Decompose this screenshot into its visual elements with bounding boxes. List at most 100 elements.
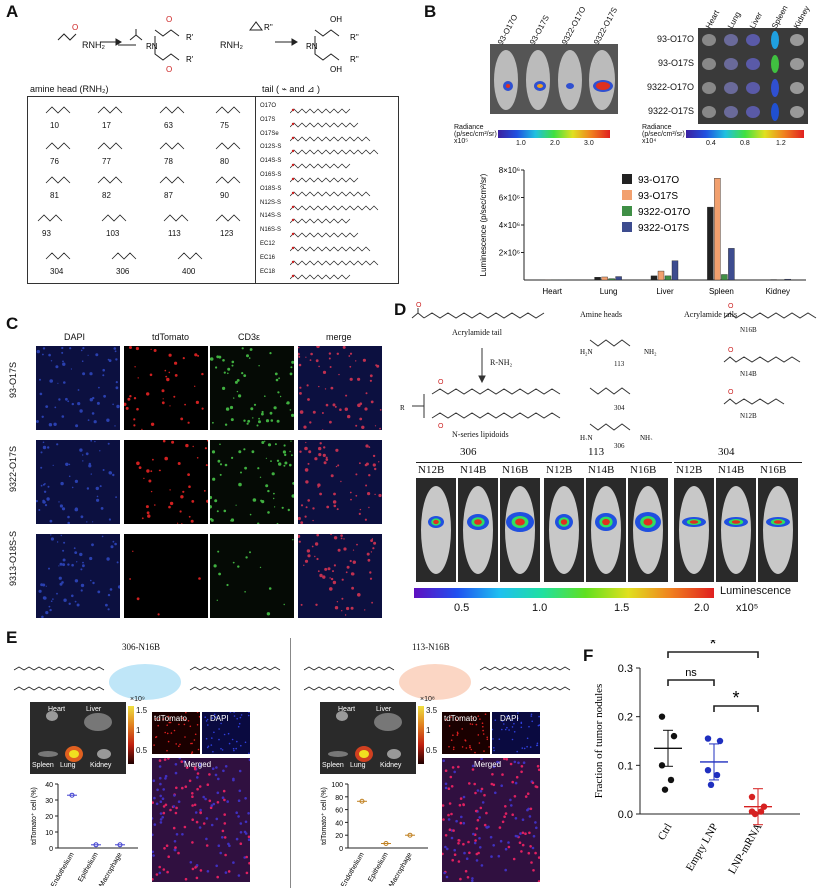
amine-id-82: 82 xyxy=(102,191,111,200)
radiance-unit-2: (p/sec/cm²/sr) xyxy=(642,131,685,138)
organ-row-9322-o17o: 9322-O17O xyxy=(646,82,694,92)
legend-label: 93-O17S xyxy=(638,191,678,202)
group-underline-304 xyxy=(674,462,802,463)
lipid-title-right: 113-N16B xyxy=(412,642,450,652)
group-underline-113 xyxy=(544,462,672,463)
panel-a: O O O R' R' OH OH R'' R'' R'' RN RN RNH₂… xyxy=(0,0,410,300)
micrograph-col-0: DAPI xyxy=(64,332,86,342)
svg-text:O: O xyxy=(728,303,734,310)
mouse-image-304-n14b xyxy=(716,478,756,582)
organ-2-1 xyxy=(724,82,738,94)
mouse-label-93-o17o: 93-O17O xyxy=(496,12,520,47)
amine-id-76: 76 xyxy=(50,157,59,166)
panel-label-e: E xyxy=(6,628,18,647)
tail-structure-ec18 xyxy=(289,269,394,280)
legend-label: 93-O17O xyxy=(638,175,679,186)
mouse-tail-label: N16B xyxy=(502,464,529,476)
tail-structure-o14s-s xyxy=(289,158,394,169)
y-tick-label: 0.1 xyxy=(618,760,633,772)
svg-text:R'': R'' xyxy=(264,23,273,32)
organ-image-right xyxy=(320,702,416,774)
mouse-image-113-n14b xyxy=(586,478,626,582)
panel-b: Radiance (p/sec/cm²/sr) x10⁵ 1.0 2.0 3.0 R… xyxy=(424,0,818,300)
organ-image-grid xyxy=(698,28,808,124)
organ-label-kidney: Kidney xyxy=(90,762,112,769)
tail-id-n16s-s: N16S-S xyxy=(260,227,282,234)
tail-structure-o17se xyxy=(289,131,394,142)
svg-text:R'': R'' xyxy=(350,33,359,42)
micrograph-col-1: tdTomato xyxy=(152,332,190,342)
bar-lung-93-o17o xyxy=(594,277,601,281)
dapi-image-left xyxy=(202,711,250,755)
data-point xyxy=(93,842,99,848)
tail-id-o17o: O17O xyxy=(260,103,277,109)
data-point xyxy=(69,792,75,798)
bar-liver-93-o17o xyxy=(650,275,658,281)
data-point-empty-lnp xyxy=(704,767,712,774)
cbar-top: 3.5 xyxy=(426,706,438,715)
tail-id-n14b: N14B xyxy=(740,370,757,378)
y-tick-label: 10 xyxy=(45,830,53,837)
tail-structure-ec12 xyxy=(289,241,394,252)
mouse-tail-label: N14B xyxy=(460,464,487,476)
svg-text:OH: OH xyxy=(330,15,342,24)
amine-id-87: 87 xyxy=(164,191,173,200)
y-tick-label: 0 xyxy=(49,846,53,853)
organ-col-kidney: Kidney xyxy=(792,4,812,31)
data-point-empty-lnp xyxy=(713,771,721,779)
data-point-ctrl xyxy=(661,786,669,793)
organ-3-4 xyxy=(790,106,804,118)
svg-text:RN: RN xyxy=(146,42,158,51)
organ-2-4 xyxy=(790,82,804,94)
amine-id-113: 113 xyxy=(168,229,181,238)
svg-text:NH₂: NH₂ xyxy=(644,348,657,356)
y-tick-label: 0.0 xyxy=(618,809,633,821)
y-tick-label: 20 xyxy=(335,833,343,840)
svg-text:R': R' xyxy=(186,55,194,64)
x-tick-label: Kidney xyxy=(766,287,790,296)
amine-head-title: amine head (RNH₂) xyxy=(30,84,109,94)
x-tick-label: LNP-mRNA xyxy=(726,821,765,876)
svg-text:O: O xyxy=(728,389,734,396)
legend-swatch xyxy=(622,190,632,200)
tail-id-ec12: EC12 xyxy=(260,241,276,247)
organ-0-3 xyxy=(771,31,779,49)
cbar-mid: 1 xyxy=(426,726,431,735)
lipid-structure-left xyxy=(13,664,281,700)
tail-structure-o17o xyxy=(289,103,394,114)
reaction-scheme: O O O R' R' OH OH R'' R'' R'' RN RN xyxy=(57,15,359,74)
y-tick-label: 100 xyxy=(331,782,343,789)
tail-id-n16b: N16B xyxy=(740,326,757,334)
data-point-empty-lnp xyxy=(707,781,715,788)
svg-text:O: O xyxy=(728,347,734,354)
bar-kidney-9322-o17s xyxy=(784,278,791,281)
tail-id-o17se: O17Se xyxy=(260,130,279,137)
y-tick-label: 0 xyxy=(339,846,343,853)
y-tick-label: 80 xyxy=(335,795,343,802)
tail-id-o14s-s: O14S-S xyxy=(260,158,282,165)
mouse-tail-label: N12B xyxy=(676,464,703,476)
luminescence-bar-chart: 2×10⁶ 4×10⁶ 6×10⁶ 8×10⁶ Luminescence (p/sec/… xyxy=(479,166,806,296)
x-tick-label: Epithelium xyxy=(77,851,99,883)
organ-0-0 xyxy=(702,34,716,46)
amine-structure-77 xyxy=(96,139,126,153)
amine-structure-10 xyxy=(44,103,74,117)
y-tick-label: 40 xyxy=(335,820,343,827)
organ-label-liver: Liver xyxy=(376,706,392,713)
radiance-scale-1: x10⁵ xyxy=(454,138,469,145)
cbar-low: 0.5 xyxy=(136,746,148,755)
amine-structure-76 xyxy=(44,139,74,153)
panel-e-divider xyxy=(290,638,291,888)
organ-label-heart: Heart xyxy=(338,706,356,713)
tail-chain xyxy=(13,666,105,671)
organ-label-kidney: Kidney xyxy=(380,762,402,769)
micrograph-1-0 xyxy=(36,440,120,524)
merged-image-left xyxy=(150,756,252,882)
organ-3-3 xyxy=(771,103,779,121)
mouse-tail-label: N14B xyxy=(588,464,615,476)
mouse-image-306-n16b xyxy=(500,478,540,582)
tail-structure-o12s-s xyxy=(289,144,394,155)
organ-label-heart: Heart xyxy=(48,706,66,713)
mouse-tail-label: N14B xyxy=(718,464,745,476)
organ-row-93-o17s: 93-O17S xyxy=(657,58,694,68)
